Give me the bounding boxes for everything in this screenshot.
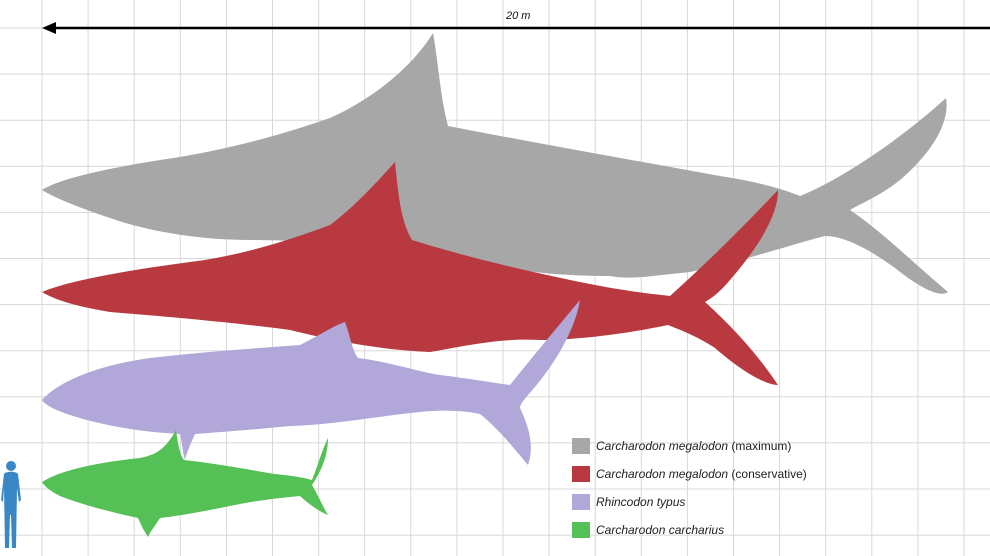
scale-label: 20 m	[506, 10, 531, 22]
legend-label: Rhincodon typus	[596, 494, 686, 509]
legend-item: Carcharodon carcharius	[572, 516, 872, 543]
legend-item: Rhincodon typus	[572, 488, 872, 515]
human-silhouette-icon	[1, 461, 21, 548]
legend-swatch	[572, 437, 590, 454]
megalodon-maximum-silhouette	[42, 33, 948, 294]
legend-swatch	[572, 465, 590, 482]
legend-label: Carcharodon megalodon (conservative)	[596, 466, 807, 481]
legend-swatch	[572, 493, 590, 510]
great-white-silhouette	[42, 430, 328, 537]
scale-arrow-icon	[42, 22, 990, 34]
legend-item: Carcharodon megalodon (conservative)	[572, 460, 872, 487]
megalodon-conservative-silhouette	[42, 162, 778, 385]
legend: Carcharodon megalodon (maximum) Carcharod…	[572, 432, 872, 544]
legend-swatch	[572, 521, 590, 538]
legend-item: Carcharodon megalodon (maximum)	[572, 432, 872, 459]
legend-label: Carcharodon carcharius	[596, 522, 725, 537]
legend-label: Carcharodon megalodon (maximum)	[596, 438, 792, 453]
whale-shark-silhouette	[42, 300, 580, 465]
